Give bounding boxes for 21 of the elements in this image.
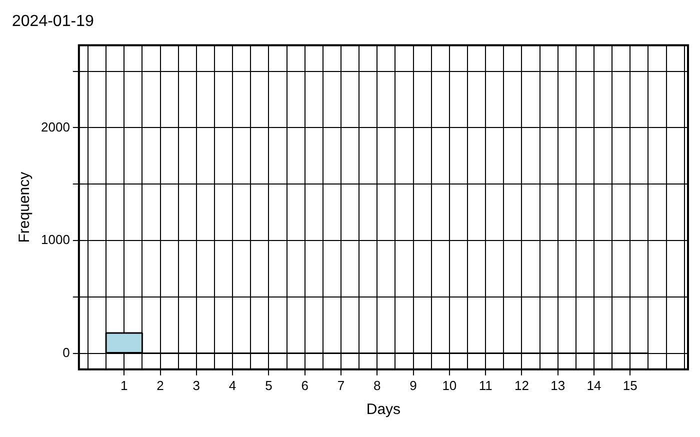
x-tick-label: 2 — [156, 378, 164, 393]
x-tick-label: 12 — [514, 378, 529, 393]
x-tick-label: 11 — [478, 378, 492, 393]
x-tick-label: 6 — [301, 378, 308, 393]
y-tick-label: 0 — [62, 344, 70, 360]
x-tick-label: 13 — [550, 378, 566, 393]
chart-title: 2024-01-19 — [12, 13, 94, 30]
x-tick-label: 7 — [337, 378, 345, 393]
x-tick-label: 9 — [410, 378, 417, 393]
x-tick-label: 8 — [374, 378, 381, 393]
x-tick-label: 3 — [192, 378, 200, 393]
x-tick-label: 1 — [120, 378, 128, 393]
x-tick-label: 15 — [622, 378, 638, 393]
x-tick-label: 4 — [228, 378, 236, 393]
y-axis-title: Frequency — [16, 171, 34, 243]
y-tick-label: 2000 — [41, 119, 70, 134]
x-tick-label: 14 — [586, 378, 602, 393]
y-tick-label: 1000 — [41, 232, 70, 248]
x-tick-label: 10 — [442, 378, 457, 393]
x-axis-title: Days — [366, 401, 401, 418]
x-tick-label: 5 — [265, 378, 272, 393]
